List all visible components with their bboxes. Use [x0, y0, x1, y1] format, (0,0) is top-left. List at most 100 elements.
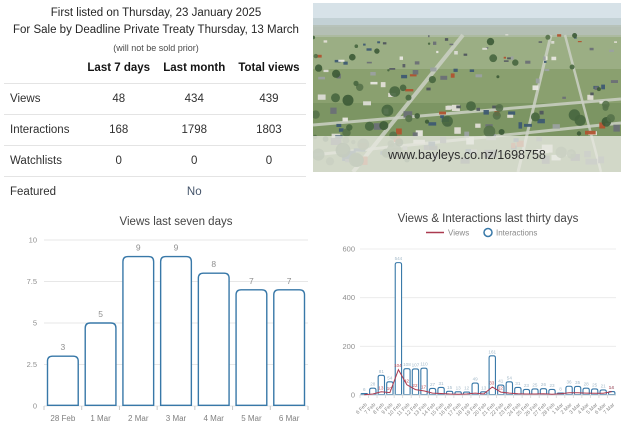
photo-tree — [569, 64, 575, 70]
photo-tree — [379, 121, 389, 131]
table-header-row: Last 7 days Last month Total views — [4, 57, 306, 84]
views-interactions-thirty-days-chart: Views & Interactions last thirty days Vie… — [330, 209, 621, 436]
views-value-label: 104 — [394, 363, 402, 368]
row-label-interactions: Interactions — [4, 114, 81, 146]
bar-value-label: 35 — [575, 380, 581, 385]
interactions-bar — [488, 355, 496, 396]
featured-last-7-days — [80, 176, 157, 207]
photo-tree — [466, 101, 476, 111]
y-tick-label: 600 — [342, 245, 355, 254]
bar-value-label: 7 — [249, 276, 254, 286]
bar-value-label: 81 — [379, 369, 385, 374]
views-value-label: 10 — [387, 386, 393, 391]
column-header-last-month: Last month — [163, 62, 226, 74]
photo-tree — [349, 53, 356, 61]
bar-value-label: 8 — [559, 387, 562, 392]
interactions-bar — [377, 374, 386, 396]
x-axis-label: 3 Mar — [166, 414, 187, 423]
photo-tree — [424, 119, 430, 124]
bar-value-label: 54 — [507, 375, 513, 380]
sold-prior-note: (will not be sold prior) — [113, 42, 199, 53]
photo-tree — [314, 64, 323, 72]
bar-value-label: 23 — [549, 383, 555, 388]
photo-tree — [381, 104, 394, 117]
bar-value-label: 49 — [473, 377, 479, 382]
interactions-bar — [471, 382, 479, 396]
photo-tree — [313, 110, 320, 119]
photo-tree — [313, 35, 316, 40]
bar-value-label: 25 — [532, 382, 538, 387]
x-axis-label: 4 Mar — [203, 414, 224, 423]
views-value-label: 13 — [378, 385, 384, 390]
y-tick-label: 2.5 — [27, 360, 37, 369]
listing-aerial-photo: www.bayleys.co.nz/1698758 — [313, 3, 621, 172]
bar-value-label: 9 — [174, 243, 179, 253]
photo-tree — [353, 80, 359, 86]
interactions-bar — [505, 381, 514, 396]
table-corner-cell — [4, 57, 81, 84]
interactions-bar — [369, 387, 377, 396]
watchlists-last-month: 0 — [156, 145, 232, 177]
bar-value-label: 110 — [420, 362, 428, 367]
photo-tree — [405, 115, 413, 123]
photo-sea-horizon — [313, 18, 621, 27]
bar-value-label: 544 — [395, 256, 403, 261]
listing-stats-table: Last 7 days Last month Total views Views… — [4, 57, 306, 207]
bar-value-label: 8 — [211, 259, 216, 269]
photo-tree — [486, 37, 495, 46]
views-value-label: 42 — [404, 378, 410, 383]
photo-tree — [530, 112, 540, 122]
bar-value-label: 54 — [387, 375, 393, 380]
photo-tree — [405, 94, 412, 101]
first-listed-prefix: First listed on — [50, 7, 123, 19]
photo-tree — [389, 86, 401, 97]
first-listed-date: Thursday, 23 January 2025 — [122, 7, 262, 19]
interactions-bar — [437, 386, 445, 396]
photo-road — [313, 97, 621, 127]
photo-tree — [606, 114, 615, 123]
y-tick-label: 200 — [342, 342, 355, 351]
bar-value-label: 27 — [430, 382, 436, 387]
photo-tree — [596, 87, 601, 92]
views-value-label: 17 — [421, 384, 427, 389]
chart-title: Views & Interactions last thirty days — [398, 213, 579, 225]
photo-watermark-text: www.bayleys.co.nz/1698758 — [387, 148, 546, 162]
bar-value-label: 28 — [584, 382, 590, 387]
interactions-bar — [514, 386, 522, 396]
interactions-bar — [403, 368, 411, 396]
x-axis-label: 1 Mar — [90, 414, 111, 423]
photo-tree — [427, 42, 431, 45]
views-bar — [122, 255, 155, 406]
watchlists-last-7-days: 0 — [80, 145, 157, 177]
interactions-bar — [548, 388, 556, 396]
photo-tree — [572, 33, 578, 38]
interactions-bar — [411, 368, 420, 396]
interactions-total: 1803 — [231, 114, 306, 146]
photo-tree — [483, 125, 496, 138]
photo-tree — [364, 121, 375, 131]
bar-value-label: 13 — [481, 385, 487, 390]
interactions-bar — [531, 388, 539, 396]
chart-title: Views last seven days — [120, 216, 233, 228]
photo-tree — [576, 131, 582, 136]
listing-header: First listed on Thursday, 23 January 202… — [0, 5, 312, 57]
photo-distant-city — [313, 25, 621, 37]
y-tick-label: 0 — [33, 402, 37, 411]
photo-tree — [414, 113, 420, 119]
photo-tree — [602, 104, 609, 111]
row-label-watchlists: Watchlists — [4, 145, 81, 177]
interactions-last-7-days: 168 — [80, 114, 157, 146]
bar-value-label: 108 — [403, 362, 411, 367]
bar-value-label: 107 — [412, 362, 420, 367]
views-last-month: 434 — [156, 83, 232, 115]
photo-tree — [545, 34, 551, 40]
bar-value-label: 28 — [370, 382, 376, 387]
photo-tree — [399, 84, 407, 92]
bar-value-label: 41 — [498, 379, 504, 384]
interactions-last-month: 1798 — [156, 114, 232, 146]
views-value-label: 14 — [609, 385, 615, 390]
views-last-seven-days-chart: Views last seven days 0 2.5 5 7.5 10 3 28 Feb 5 1… — [2, 210, 320, 436]
photo-tree — [495, 104, 504, 112]
photo-tree — [428, 76, 436, 84]
photo-tree — [441, 115, 453, 127]
